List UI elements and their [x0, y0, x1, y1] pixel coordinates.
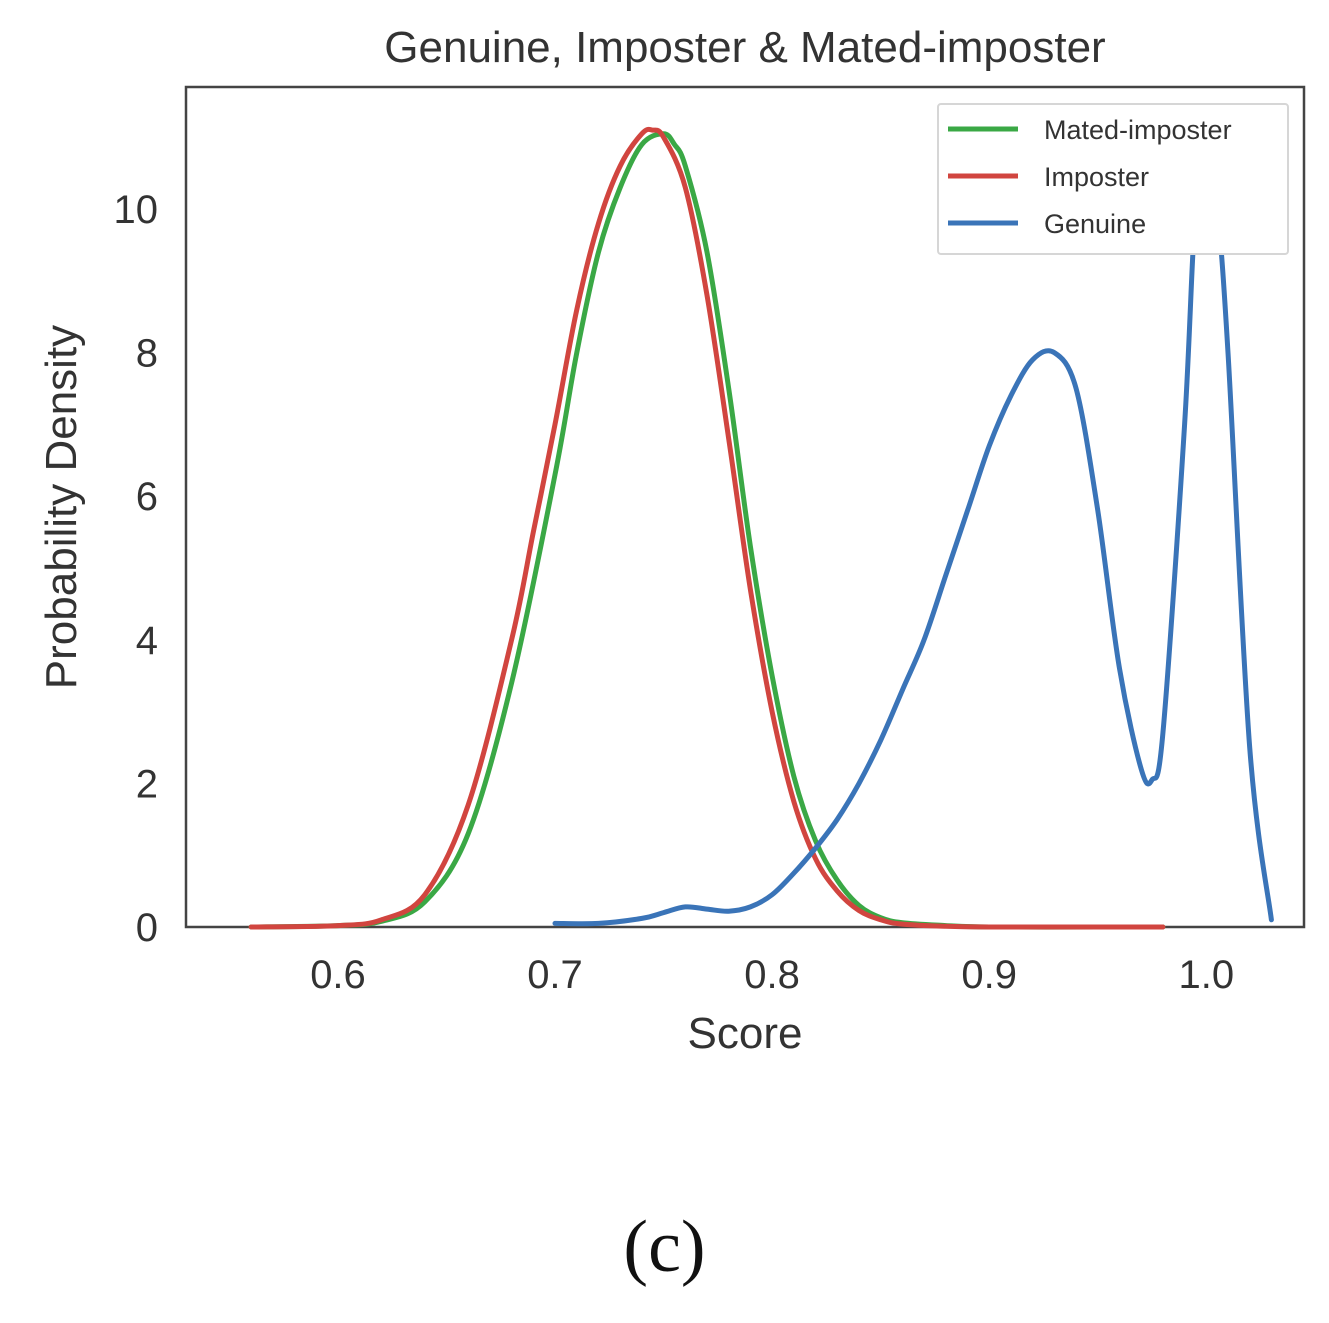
- y-tick-label: 8: [136, 332, 158, 376]
- x-tick-label: 0.6: [310, 953, 366, 997]
- y-tick-labels: 0 2 4 6 8 10: [114, 188, 159, 950]
- legend-label-imposter: Imposter: [1044, 162, 1149, 192]
- legend-label-genuine: Genuine: [1044, 209, 1146, 239]
- plot-frame: [184, 85, 1306, 929]
- x-tick-label: 0.9: [961, 953, 1017, 997]
- legend-entries: Mated-imposter Imposter Genuine: [948, 115, 1232, 239]
- legend-box: [937, 103, 1289, 255]
- chart-title: Genuine, Imposter & Mated-imposter: [384, 23, 1105, 72]
- density-chart: Genuine, Imposter & Mated-imposter 0.6 0.…: [37, 23, 1306, 1058]
- x-tick-label: 0.7: [527, 953, 583, 997]
- y-tick-label: 6: [136, 475, 158, 519]
- series-line-imposter: [248, 126, 1166, 930]
- legend: Mated-imposter Imposter Genuine: [937, 103, 1289, 255]
- series-line-genuine: [552, 149, 1274, 927]
- y-tick-label: 10: [114, 188, 159, 232]
- y-axis-label: Probability Density: [37, 325, 86, 689]
- figure-caption: (c): [623, 1206, 706, 1288]
- y-tick-label: 2: [136, 762, 158, 806]
- x-axis-label: Score: [688, 1009, 803, 1058]
- x-tick-label: 1.0: [1178, 953, 1234, 997]
- legend-label-mated-imposter: Mated-imposter: [1044, 115, 1232, 145]
- x-tick-labels: 0.6 0.7 0.8 0.9 1.0: [310, 953, 1234, 997]
- y-tick-label: 0: [136, 906, 158, 950]
- y-tick-label: 4: [136, 619, 158, 663]
- x-tick-label: 0.8: [744, 953, 800, 997]
